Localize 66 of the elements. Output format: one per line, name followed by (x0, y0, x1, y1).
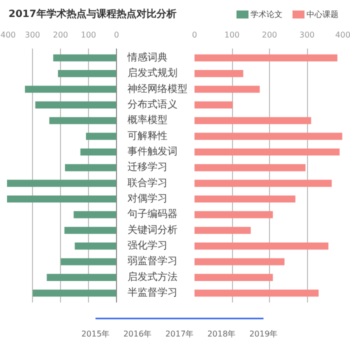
bar (194, 54, 338, 62)
bar (60, 258, 116, 266)
y-tick-label: 关键词分析 (128, 224, 178, 236)
y-tick-label: 神经网络模型 (128, 82, 188, 95)
x-tick-label: 400 (0, 30, 16, 40)
text: 2019年 (249, 330, 278, 338)
bar (7, 180, 116, 187)
y-tick-label: 迁移学习 (128, 161, 168, 174)
bar (194, 70, 244, 78)
bar (58, 70, 116, 78)
bar (32, 290, 116, 297)
bar (49, 117, 116, 124)
bar (194, 258, 284, 266)
bar (194, 242, 328, 250)
y-tick-label: 弱监督学习 (128, 255, 178, 268)
bar (194, 211, 273, 218)
bar (194, 86, 260, 93)
chart-title: 2017年学术热点与课程热点对比分析 (8, 8, 176, 20)
y-tick-label: 可解释性 (128, 130, 168, 142)
bar (53, 54, 116, 62)
x-tick-label: 300 (24, 30, 40, 40)
bar (46, 274, 116, 281)
x-tick-label: 100 (80, 30, 96, 40)
bar (194, 101, 233, 108)
text: 2016年 (123, 330, 152, 338)
y-tick-label: 情感词典 (126, 51, 168, 64)
bar (194, 164, 306, 172)
y-tick-label: 启发式方法 (128, 270, 178, 283)
y-tick-label: 分布式语义 (128, 98, 178, 110)
bar (194, 132, 342, 140)
bar (74, 242, 116, 250)
x-tick-label: 200 (52, 30, 68, 40)
bar (7, 195, 116, 203)
x-tick-label: 200 (262, 30, 278, 40)
y-tick-label: 概率模型 (128, 114, 168, 126)
x-tick-label: 0 (192, 30, 198, 40)
y-tick-label: 半监督学习 (128, 286, 178, 299)
bar (194, 180, 332, 187)
x-tick-label: 400 (335, 30, 350, 40)
bar (80, 148, 116, 156)
x-tick-label: 100 (224, 30, 240, 40)
bar (194, 274, 273, 281)
bar (64, 226, 116, 234)
legend-label: 学术论文 (250, 10, 282, 19)
y-tick-label: 句子编码器 (128, 208, 178, 220)
y-tick-label: 事件触发词 (128, 145, 178, 158)
text: 2015年 (81, 330, 110, 338)
y-tick-label: 对偶学习 (128, 192, 168, 205)
bar (194, 195, 296, 203)
bar (74, 211, 116, 218)
x-tick-label: 300 (299, 30, 315, 40)
bar (24, 86, 116, 93)
text: 2018年 (207, 330, 236, 338)
x-tick-label: 0 (114, 30, 120, 40)
legend-label: 中心课题 (306, 10, 338, 19)
text: 2017年 (165, 330, 194, 338)
bar (194, 117, 312, 124)
bar (194, 290, 319, 297)
y-tick-label: 联合学习 (128, 176, 168, 189)
bar (86, 132, 116, 140)
bar (35, 101, 116, 108)
bar (194, 148, 340, 156)
y-tick-label: 强化学习 (128, 240, 168, 252)
y-tick-label: 启发式规划 (128, 67, 178, 80)
bar (194, 226, 251, 234)
bar (64, 164, 116, 172)
